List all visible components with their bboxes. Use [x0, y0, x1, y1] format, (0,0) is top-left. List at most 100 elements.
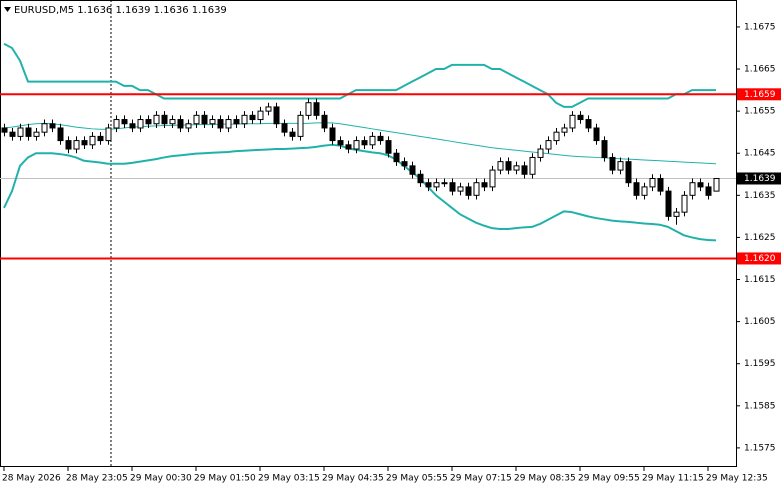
- plot-frame: [0, 0, 737, 467]
- candle-body: [553, 131, 560, 142]
- candle-body: [633, 182, 640, 196]
- candle-body: [609, 156, 616, 171]
- candle-body: [441, 182, 448, 185]
- candle-body: [657, 177, 664, 192]
- candle-body: [361, 140, 368, 146]
- candle-body: [561, 127, 568, 133]
- candle-body: [65, 140, 72, 150]
- candle-body: [305, 102, 312, 116]
- candle-body: [689, 182, 696, 196]
- candle-body: [417, 173, 424, 184]
- x-tick-label: 29 May 03:15: [258, 474, 320, 484]
- candle-body: [521, 165, 528, 175]
- candle-body: [505, 161, 512, 171]
- candle-body: [57, 127, 64, 142]
- candle-body: [233, 119, 240, 125]
- candle-body: [465, 186, 472, 196]
- candle-body: [33, 131, 40, 137]
- level-label-box: [737, 88, 781, 101]
- candle-body: [161, 114, 168, 125]
- level-label: 1.1620: [744, 254, 776, 264]
- candle-body: [385, 140, 392, 154]
- candle-body: [1, 127, 8, 133]
- candle-body: [409, 165, 416, 175]
- candle-body: [497, 161, 504, 171]
- candle-body: [449, 182, 456, 192]
- candle-body: [177, 119, 184, 129]
- y-tick-label: 1.1645: [744, 149, 776, 159]
- x-tick-label: 29 May 00:30: [130, 474, 192, 484]
- candle-body: [625, 161, 632, 184]
- candle-body: [145, 119, 152, 125]
- chart-title: EURUSD,M5 1.1636 1.1639 1.1636 1.1639: [14, 5, 227, 16]
- candle-body: [273, 106, 280, 125]
- last-price-box: [737, 172, 781, 185]
- x-tick-label: 28 May 23:05: [66, 474, 128, 484]
- candle-body: [113, 119, 120, 129]
- y-tick-label: 1.1675: [744, 22, 776, 32]
- candle-body: [585, 119, 592, 129]
- candle-body: [41, 123, 48, 133]
- x-tick-label: 29 May 04:35: [322, 474, 384, 484]
- candle-body: [713, 177, 720, 192]
- x-tick-label: 29 May 11:15: [642, 474, 704, 484]
- candle-body: [377, 135, 384, 142]
- candle-body: [473, 182, 480, 196]
- x-tick-label: 29 May 07:15: [450, 474, 512, 484]
- candle-body: [201, 114, 208, 125]
- candle-body: [649, 177, 656, 188]
- last-price-label: 1.1639: [744, 174, 776, 184]
- candle-body: [617, 161, 624, 171]
- candle-body: [121, 119, 128, 125]
- candle-body: [545, 140, 552, 150]
- candle-body: [137, 119, 144, 129]
- band-line: [3, 143, 717, 242]
- candle-body: [401, 161, 408, 167]
- candle-body: [529, 156, 536, 175]
- candle-body: [241, 114, 248, 125]
- candle-body: [641, 186, 648, 196]
- candle-body: [9, 131, 16, 137]
- candle-body: [337, 140, 344, 146]
- candle-body: [209, 119, 216, 125]
- y-tick-label: 1.1585: [744, 401, 776, 411]
- candle-body: [73, 140, 80, 150]
- y-tick-label: 1.1635: [744, 191, 776, 201]
- level-label-box: [737, 252, 781, 265]
- y-tick-label: 1.1605: [744, 317, 776, 327]
- candle-body: [345, 144, 352, 150]
- candle-body: [25, 127, 32, 137]
- y-tick-label: 1.1665: [744, 65, 776, 75]
- y-tick-label: 1.1655: [744, 107, 776, 117]
- candle-body: [593, 127, 600, 142]
- candle-body: [49, 123, 56, 129]
- x-tick-label: 29 May 05:55: [386, 474, 448, 484]
- candle-body: [105, 127, 112, 142]
- band-line: [3, 122, 717, 165]
- candle-body: [321, 114, 328, 129]
- candle-body: [265, 106, 272, 112]
- candle-body: [17, 127, 24, 137]
- candle-body: [433, 182, 440, 188]
- marks: [0, 42, 736, 260]
- candle-body: [537, 148, 544, 158]
- candle-body: [601, 140, 608, 158]
- candle-body: [329, 127, 336, 142]
- candle-body: [697, 182, 704, 188]
- candle-body: [97, 135, 104, 142]
- candle-body: [257, 110, 264, 121]
- candle-body: [225, 119, 232, 129]
- y-tick-label: 1.1615: [744, 275, 776, 285]
- candle-body: [369, 135, 376, 146]
- candle-body: [313, 102, 320, 116]
- candle-body: [393, 152, 400, 163]
- candle-body: [425, 182, 432, 188]
- band-line: [3, 42, 716, 108]
- candle-body: [481, 182, 488, 188]
- candle-body: [489, 169, 496, 188]
- candle-body: [569, 114, 576, 129]
- candle-body: [577, 114, 584, 121]
- candle-body: [217, 119, 224, 129]
